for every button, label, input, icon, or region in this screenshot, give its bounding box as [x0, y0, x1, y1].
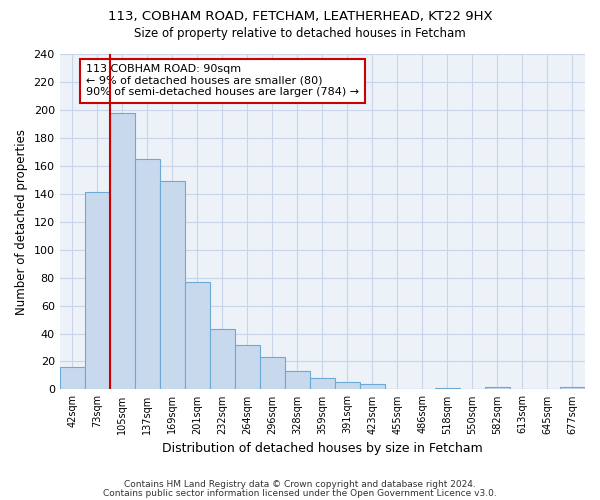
Text: 113, COBHAM ROAD, FETCHAM, LEATHERHEAD, KT22 9HX: 113, COBHAM ROAD, FETCHAM, LEATHERHEAD, … — [107, 10, 493, 23]
Text: Contains public sector information licensed under the Open Government Licence v3: Contains public sector information licen… — [103, 488, 497, 498]
X-axis label: Distribution of detached houses by size in Fetcham: Distribution of detached houses by size … — [162, 442, 483, 455]
Bar — [135, 159, 160, 390]
Bar — [335, 382, 360, 390]
Bar — [185, 282, 210, 390]
Y-axis label: Number of detached properties: Number of detached properties — [15, 128, 28, 314]
Bar — [285, 372, 310, 390]
Bar — [59, 367, 85, 390]
Bar — [110, 112, 135, 390]
Text: 113 COBHAM ROAD: 90sqm
← 9% of detached houses are smaller (80)
90% of semi-deta: 113 COBHAM ROAD: 90sqm ← 9% of detached … — [86, 64, 359, 98]
Bar — [560, 386, 585, 390]
Bar — [435, 388, 460, 390]
Bar — [260, 358, 285, 390]
Bar — [310, 378, 335, 390]
Bar — [485, 386, 510, 390]
Text: Size of property relative to detached houses in Fetcham: Size of property relative to detached ho… — [134, 28, 466, 40]
Bar — [210, 330, 235, 390]
Bar — [85, 192, 110, 390]
Text: Contains HM Land Registry data © Crown copyright and database right 2024.: Contains HM Land Registry data © Crown c… — [124, 480, 476, 489]
Bar — [235, 344, 260, 390]
Bar — [160, 181, 185, 390]
Bar — [360, 384, 385, 390]
